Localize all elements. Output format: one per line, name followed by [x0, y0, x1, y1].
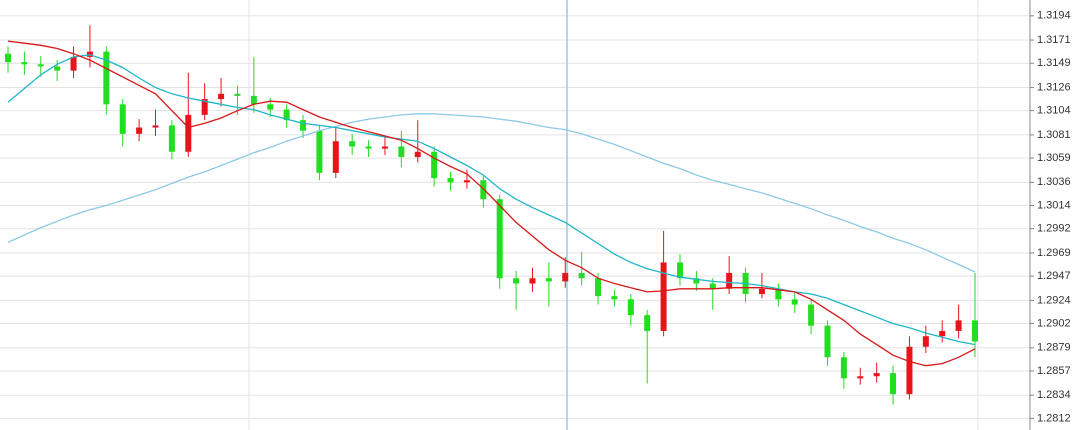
candle-body — [496, 199, 503, 279]
candle-body — [5, 53, 11, 63]
candle-body — [611, 296, 618, 300]
y-tick-label: 1.2969 — [1037, 247, 1071, 259]
candle-body — [119, 104, 126, 134]
candle-body — [660, 262, 667, 331]
candle-body — [922, 336, 929, 347]
candle-body — [595, 278, 602, 297]
candle-body — [578, 272, 585, 279]
y-tick-label: 1.3059 — [1037, 152, 1071, 164]
candle-body — [201, 99, 208, 115]
candle-body — [955, 320, 962, 331]
candle-body — [545, 278, 552, 282]
candle-body — [447, 178, 454, 183]
y-tick-label: 1.2992 — [1037, 223, 1071, 235]
y-tick-label: 1.2812 — [1037, 412, 1071, 424]
candle-body — [824, 325, 831, 358]
candle-body — [480, 180, 487, 200]
candle-body — [218, 93, 225, 100]
candle-body — [398, 146, 405, 158]
candle-body — [103, 51, 110, 105]
y-tick-label: 1.3104 — [1037, 105, 1071, 117]
candle-body — [332, 141, 339, 173]
candle-body — [775, 288, 782, 300]
candle-body — [250, 95, 257, 105]
candle-body — [906, 346, 913, 395]
y-tick-label: 1.3149 — [1037, 57, 1071, 69]
candle-body — [300, 120, 307, 131]
candle-body — [529, 278, 536, 284]
candle-body — [168, 125, 175, 152]
candle-body — [463, 180, 470, 183]
candle-body — [37, 64, 44, 67]
candle-body — [431, 151, 438, 179]
candle-body — [267, 104, 274, 110]
candle-body — [972, 320, 978, 342]
candle-body — [840, 357, 847, 379]
candle-body — [857, 376, 864, 379]
candle-body — [365, 146, 372, 149]
candle-body — [152, 125, 159, 128]
y-tick-label: 1.2879 — [1037, 342, 1071, 354]
candle-body — [709, 283, 716, 289]
moving-average — [7, 40, 976, 367]
candle-body — [693, 278, 700, 284]
candle-body — [644, 315, 651, 331]
candle-body — [890, 373, 897, 395]
candle-body — [562, 272, 569, 282]
y-tick-label: 1.3014 — [1037, 199, 1071, 211]
candle-body — [136, 127, 143, 134]
y-tick-label: 1.3126 — [1037, 81, 1071, 93]
y-tick-label: 1.2834 — [1037, 389, 1071, 401]
moving-average — [7, 113, 976, 273]
candle-body — [873, 373, 880, 377]
candle-body — [21, 62, 28, 65]
candle-body — [627, 299, 634, 316]
candle-body — [513, 278, 520, 284]
candle-body — [939, 330, 946, 337]
candle-body — [185, 114, 192, 152]
candle-body — [381, 146, 388, 149]
candle-body — [54, 66, 61, 71]
y-tick-label: 1.3194 — [1037, 10, 1071, 22]
y-tick-label: 1.3081 — [1037, 129, 1071, 141]
y-tick-label: 1.2947 — [1037, 270, 1071, 282]
y-tick-label: 1.3171 — [1037, 34, 1071, 46]
y-tick-label: 1.2902 — [1037, 317, 1071, 329]
y-tick-label: 1.2924 — [1037, 294, 1071, 306]
candle-body — [791, 299, 798, 305]
candle-body — [676, 262, 683, 279]
candle-body — [70, 56, 77, 71]
candle-body — [726, 272, 733, 289]
candle-body — [316, 130, 323, 173]
candle-body — [414, 151, 421, 158]
candle-body — [808, 304, 815, 326]
candle-body — [283, 109, 290, 121]
candle-body — [349, 141, 356, 147]
moving-average — [7, 54, 976, 346]
candle-body — [758, 288, 765, 295]
y-tick-label: 1.2857 — [1037, 365, 1071, 377]
candle-body — [234, 93, 241, 96]
y-tick-label: 1.3036 — [1037, 176, 1071, 188]
